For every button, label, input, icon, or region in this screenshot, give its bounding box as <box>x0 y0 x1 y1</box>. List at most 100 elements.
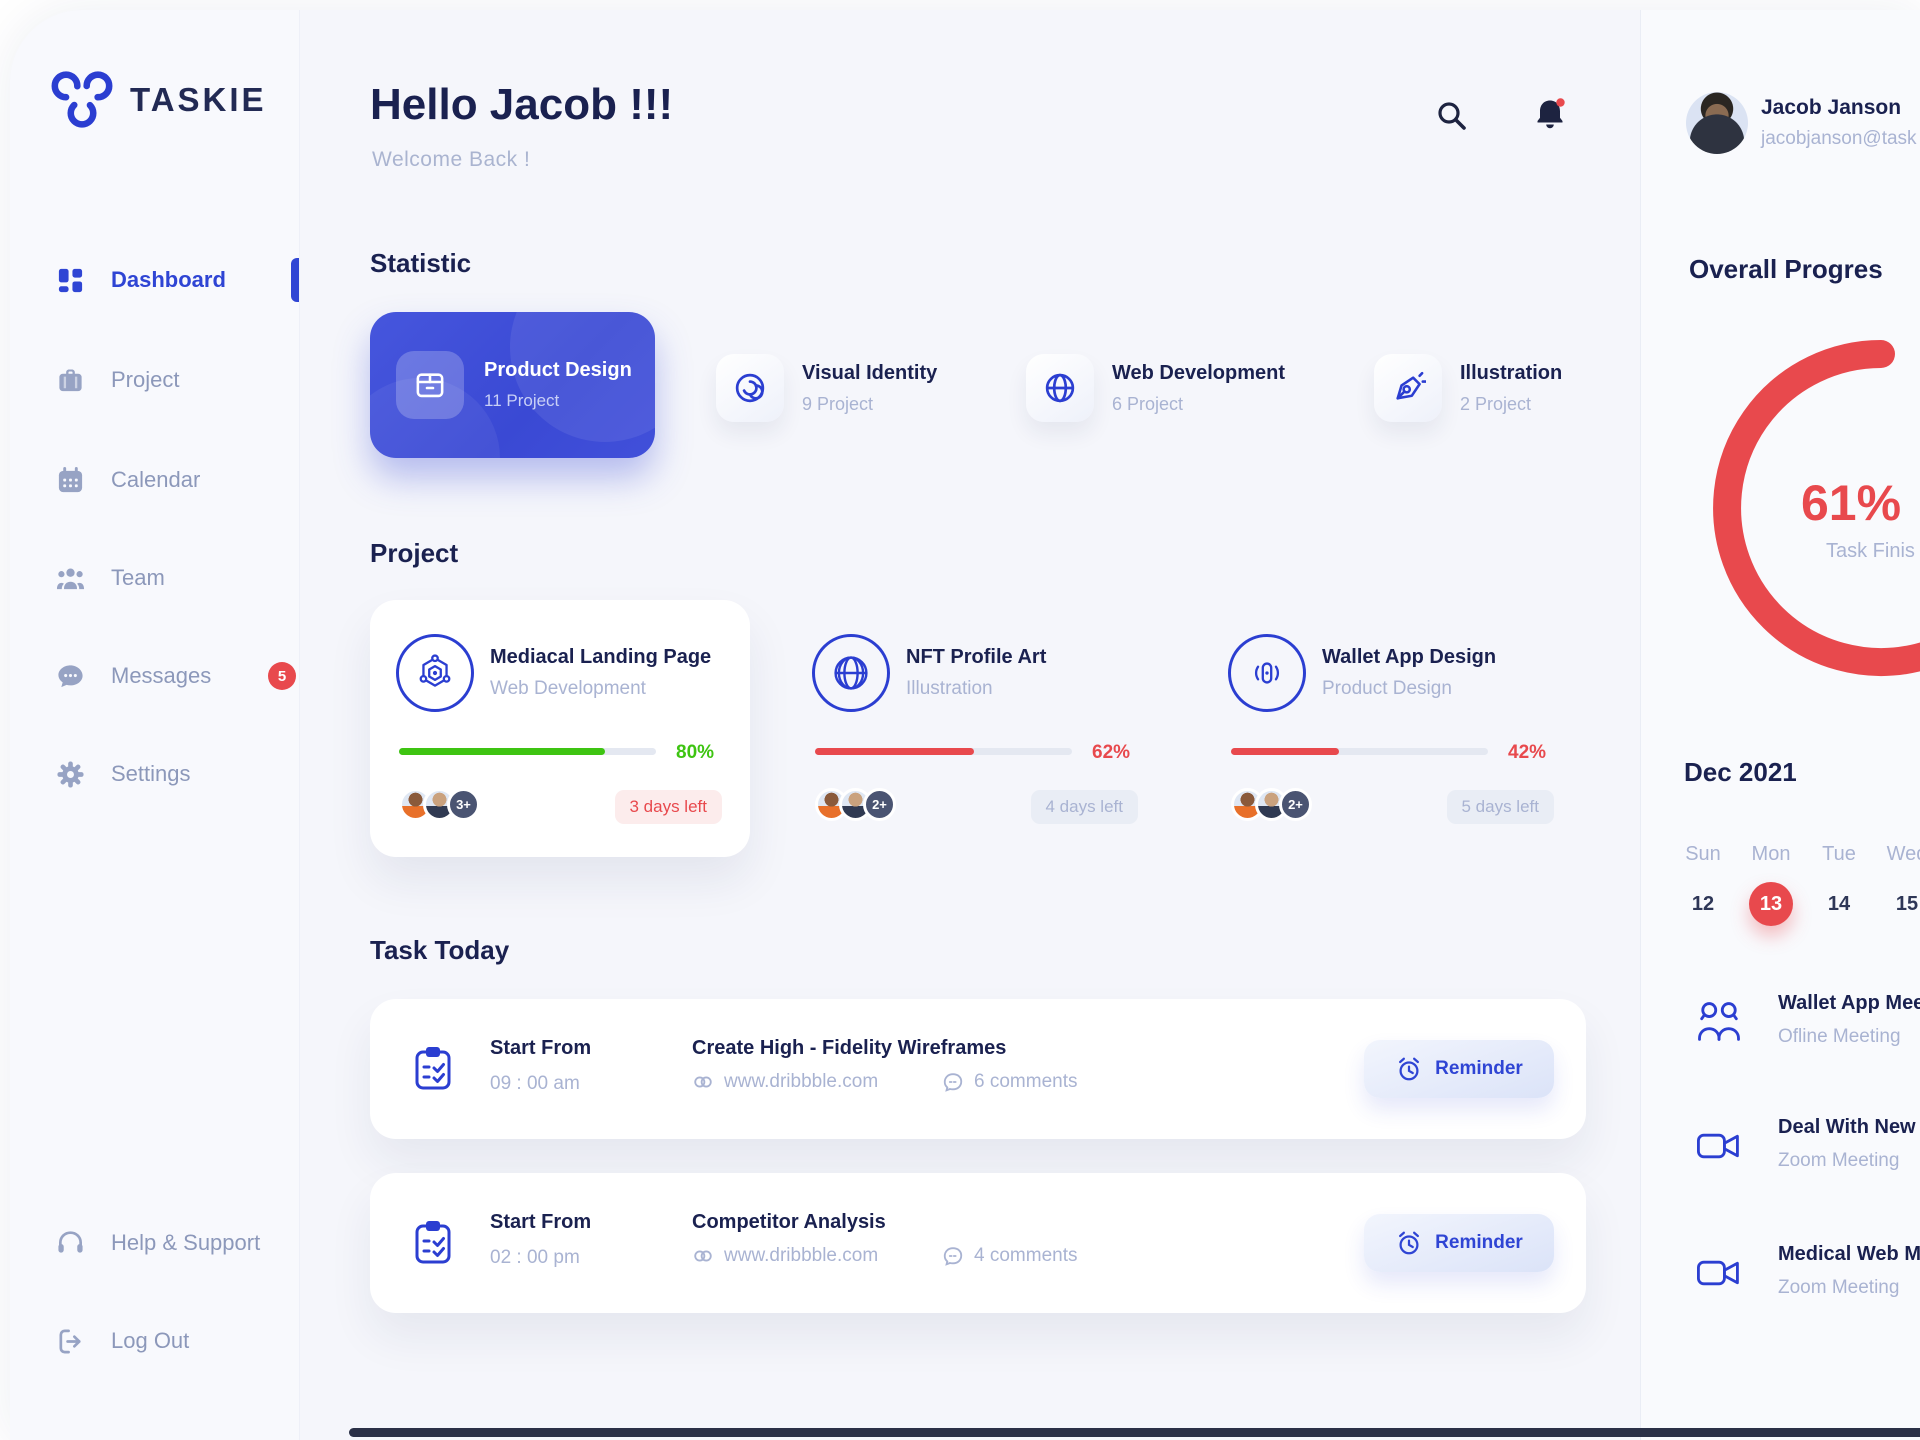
sidebar-item-dashboard[interactable]: Dashboard <box>10 258 299 302</box>
page-subtitle: Welcome Back ! <box>372 148 531 171</box>
main-content: Hello Jacob !!! Welcome Back ! Statistic <box>300 10 1650 1440</box>
project-title: Wallet App Design <box>1322 646 1497 668</box>
wallet-phone-icon <box>1228 634 1306 712</box>
stat-card-web-development[interactable]: Web Development 6 Project <box>1026 354 1285 422</box>
task-row[interactable]: Start From 09 : 00 am Create High - Fide… <box>370 999 1586 1139</box>
stat-card-count: 2 Project <box>1460 393 1532 414</box>
sidebar-item-settings[interactable]: Settings <box>10 752 299 796</box>
project-card-wallet-app-design[interactable]: Wallet App Design Product Design 42% 2+ … <box>1202 600 1582 857</box>
link-icon <box>692 1245 714 1267</box>
sidebar-item-help-support[interactable]: Help & Support <box>10 1221 299 1265</box>
overall-progress-percent: 61% <box>1801 475 1902 531</box>
day-name: Mon <box>1751 843 1791 865</box>
dashboard-grid-icon <box>56 266 85 295</box>
calendar-dates: 12 13 14 15 <box>1669 882 1920 926</box>
project-card-nft-profile-art[interactable]: NFT Profile Art Illustration 62% 2+ 4 da… <box>786 600 1166 857</box>
video-camera-icon <box>1693 1247 1745 1299</box>
statistic-section-title: Statistic <box>370 248 472 278</box>
avatar-more-count: 2+ <box>1279 788 1312 821</box>
days-left-badge: 4 days left <box>1030 790 1138 824</box>
task-link[interactable]: www.dribbble.com <box>692 1245 878 1267</box>
task-name: Competitor Analysis <box>692 1211 886 1233</box>
project-category: Product Design <box>1322 678 1452 699</box>
meeting-item[interactable]: Wallet App Mee Ofline Meeting <box>1641 990 1920 1060</box>
task-link-text: www.dribbble.com <box>724 1071 879 1092</box>
sidebar-item-label: Project <box>111 367 180 392</box>
meeting-subtitle: Zoom Meeting <box>1778 1150 1900 1171</box>
meeting-subtitle: Ofline Meeting <box>1778 1026 1901 1047</box>
stat-card-count: 11 Project <box>484 391 560 410</box>
avatar-more-count: 2+ <box>863 788 896 821</box>
project-card-mediacal-landing-page[interactable]: Mediacal Landing Page Web Development 80… <box>370 600 750 857</box>
calendar-date[interactable]: 12 <box>1691 892 1715 915</box>
overall-progress-title: Overall Progres <box>1689 254 1883 284</box>
briefcase-icon <box>56 366 85 395</box>
avatar[interactable] <box>1686 92 1748 154</box>
meeting-item[interactable]: Medical Web M Zoom Meeting <box>1641 1241 1920 1311</box>
task-start-label: Start From <box>490 1037 592 1059</box>
sidebar-item-label: Log Out <box>111 1328 190 1353</box>
project-category: Web Development <box>490 678 646 699</box>
search-icon <box>1435 99 1469 133</box>
progress-percent: 42% <box>1508 742 1547 763</box>
meeting-title: Deal With New <box>1778 1116 1916 1138</box>
avatar-more-count: 3+ <box>447 788 480 821</box>
taskie-logo-icon <box>50 70 114 130</box>
task-link-text: www.dribbble.com <box>724 1245 879 1266</box>
calendar-day-names: Sun Mon Tue Wed <box>1669 843 1920 866</box>
profile-name: Jacob Janson <box>1761 96 1902 119</box>
reminder-label: Reminder <box>1435 1232 1523 1253</box>
profile-email: jacobjanson@task <box>1761 128 1917 149</box>
reminder-button[interactable]: Reminder <box>1364 1214 1554 1272</box>
stat-card-title: Web Development <box>1112 361 1285 384</box>
sidebar-item-label: Help & Support <box>111 1230 261 1255</box>
progress-track <box>1231 748 1488 755</box>
sidebar-item-label: Calendar <box>111 467 201 492</box>
logout-icon <box>56 1327 85 1356</box>
task-start-label: Start From <box>490 1211 592 1233</box>
stat-card-visual-identity[interactable]: Visual Identity 9 Project <box>716 354 937 422</box>
task-comments[interactable]: 4 comments <box>942 1245 1077 1267</box>
project-title: NFT Profile Art <box>906 646 1047 668</box>
window-bottom-edge <box>349 1428 1920 1437</box>
sidebar-item-messages[interactable]: Messages 5 <box>10 654 299 698</box>
sidebar-item-logout[interactable]: Log Out <box>10 1319 299 1363</box>
sidebar: TASKIE Dashboard Project <box>10 10 300 1440</box>
meeting-title: Medical Web M <box>1778 1243 1920 1265</box>
swirl-icon <box>716 354 784 422</box>
headset-icon <box>56 1229 85 1258</box>
page-title: Hello Jacob !!! <box>370 80 674 129</box>
sidebar-item-calendar[interactable]: Calendar <box>10 458 299 502</box>
sidebar-item-label: Settings <box>111 761 191 786</box>
stat-card-product-design[interactable]: Product Design 11 Project <box>370 312 655 458</box>
alarm-clock-icon <box>1395 1055 1423 1083</box>
notifications-button[interactable] <box>1528 92 1572 136</box>
stat-card-illustration[interactable]: Illustration 2 Project <box>1374 354 1562 422</box>
meeting-title: Wallet App Mee <box>1778 992 1920 1014</box>
task-link[interactable]: www.dribbble.com <box>692 1071 878 1093</box>
project-section-title: Project <box>370 538 459 568</box>
days-left-badge: 5 days left <box>1446 790 1554 824</box>
task-comments[interactable]: 6 comments <box>942 1071 1077 1093</box>
calendar-date[interactable]: 14 <box>1827 892 1851 915</box>
day-name: Wed <box>1886 843 1920 865</box>
calendar-date-selected[interactable]: 13 <box>1737 882 1805 926</box>
days-left-badge: 3 days left <box>614 790 722 824</box>
project-avatars: 2+ <box>1231 788 1312 821</box>
globe-icon <box>812 634 890 712</box>
meeting-item[interactable]: Deal With New Zoom Meeting <box>1641 1114 1920 1184</box>
task-row[interactable]: Start From 02 : 00 pm Competitor Analysi… <box>370 1173 1586 1313</box>
progress-ring <box>1713 340 1920 676</box>
chat-bubble-icon <box>56 662 85 691</box>
sidebar-item-project[interactable]: Project <box>10 358 299 402</box>
reminder-button[interactable]: Reminder <box>1364 1040 1554 1098</box>
search-button[interactable] <box>1430 94 1474 138</box>
reminder-label: Reminder <box>1435 1058 1523 1079</box>
calendar-date[interactable]: 15 <box>1895 892 1919 915</box>
video-camera-icon <box>1693 1120 1745 1172</box>
project-category: Illustration <box>906 678 993 699</box>
sidebar-item-team[interactable]: Team <box>10 556 299 600</box>
overall-progress-caption: Task Finis <box>1826 540 1915 562</box>
comment-icon <box>942 1245 964 1267</box>
project-title: Mediacal Landing Page <box>490 646 712 668</box>
